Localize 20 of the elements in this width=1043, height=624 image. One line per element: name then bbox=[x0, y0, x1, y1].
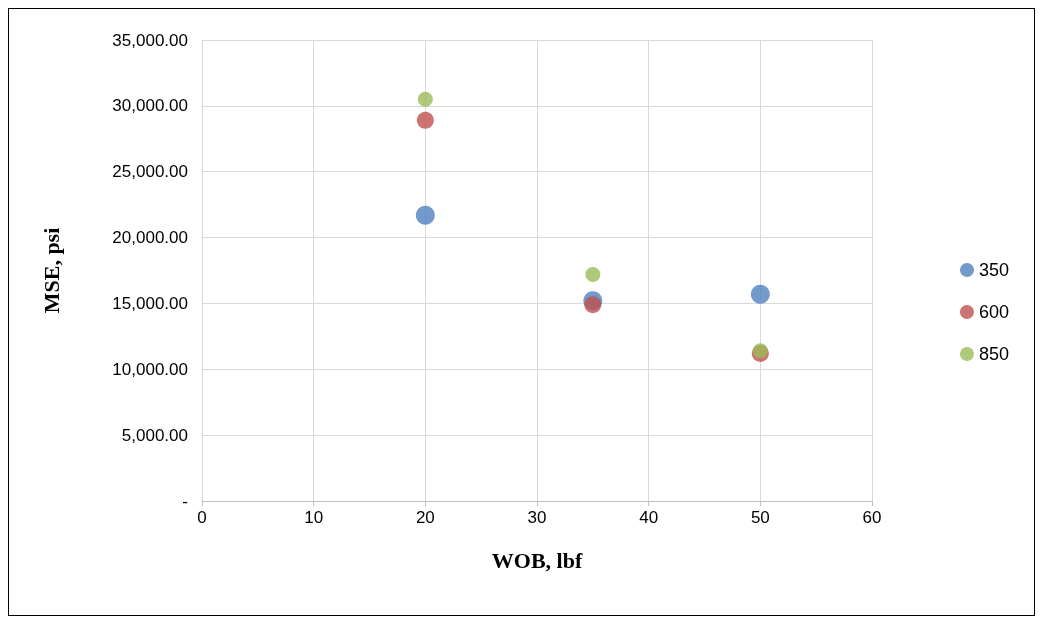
y-tick-label: 15,000.00 bbox=[112, 293, 188, 313]
y-tick-label: 25,000.00 bbox=[112, 162, 188, 182]
x-tick-label: 0 bbox=[197, 508, 207, 527]
legend-label: 850 bbox=[978, 344, 1010, 364]
legend-label: 350 bbox=[978, 260, 1010, 280]
y-tick-label: 30,000.00 bbox=[112, 96, 188, 116]
x-tick-label: 20 bbox=[415, 508, 435, 527]
x-tick-label: 60 bbox=[862, 508, 882, 527]
y-tick-label: 35,000.00 bbox=[112, 30, 188, 50]
x-tick-label: 50 bbox=[750, 508, 770, 527]
y-tick-label: 10,000.00 bbox=[112, 359, 188, 379]
y-axis-title: MSE, psi bbox=[38, 227, 64, 314]
x-tick-label: 30 bbox=[527, 508, 547, 527]
y-tick-label: 5,000.00 bbox=[121, 425, 188, 445]
y-tick-label: - bbox=[182, 491, 188, 511]
legend-label: 600 bbox=[978, 302, 1010, 322]
x-axis-title: WOB, lbf bbox=[491, 547, 583, 573]
x-tick-label: 40 bbox=[639, 508, 659, 527]
x-tick-label: 10 bbox=[304, 508, 324, 527]
y-tick-label: 20,000.00 bbox=[112, 228, 188, 248]
